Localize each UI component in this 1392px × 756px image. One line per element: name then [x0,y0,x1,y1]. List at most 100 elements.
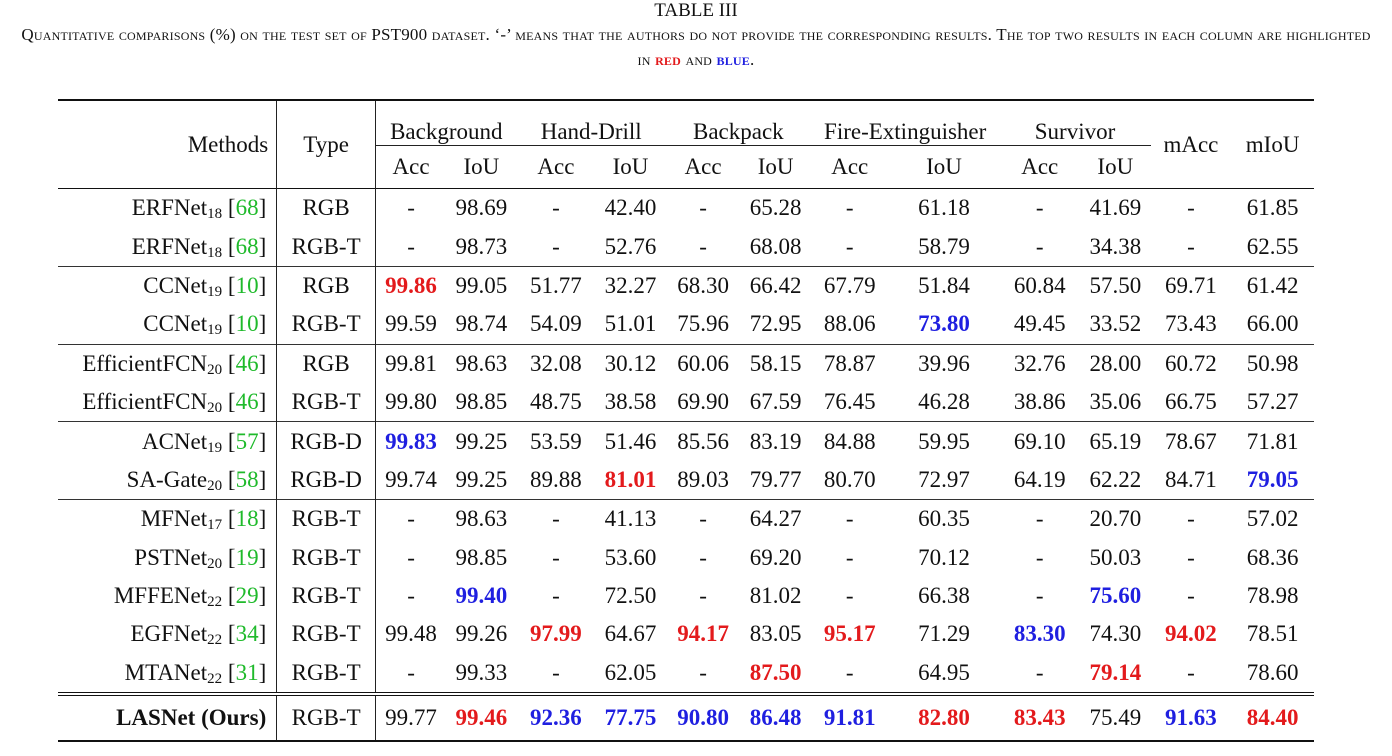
value-cell: 67.59 [749,389,802,415]
value-cell: - [845,233,854,259]
value-cell: 50.98 [1246,350,1299,376]
value-cell: 57.50 [1089,272,1142,298]
value-cell: - [552,659,560,685]
value-cell: 85.56 [677,428,729,454]
method-cell: ERFNet18 [68] [58,227,278,267]
citation-link[interactable]: [68] [227,233,267,259]
table-row: ERFNet18 [68] RGB-T -98.73-52.76-68.08-58.… [58,227,1314,267]
value-cell: - [407,659,415,685]
citation-number[interactable]: 10 [235,272,259,298]
citation-number[interactable]: 10 [235,311,259,337]
type-cell: RGB-T [276,382,377,422]
value-cell: 62.55 [1246,233,1299,259]
type-cell: RGB-T [276,305,377,345]
value-cell: 68.30 [677,272,729,298]
type-cell: RGB-T [276,227,377,267]
citation-link[interactable]: [10] [227,311,267,337]
value-cell: 53.59 [530,428,582,454]
value-cell: 51.77 [530,272,582,298]
citation-link[interactable]: [57] [227,428,267,454]
value-cell: 69.71 [1165,272,1217,298]
citation-number[interactable]: 46 [235,389,259,415]
citation-link[interactable]: [34] [227,621,267,647]
value-cell: - [552,233,560,259]
value-cell: 99.77 [375,692,447,743]
citation-link[interactable]: [31] [227,659,267,685]
citation-number[interactable]: 31 [235,659,259,685]
value-cell: 38.58 [604,389,657,415]
citation-number[interactable]: 18 [235,506,259,532]
method-year: 19 [207,322,223,339]
value-cell: 99.26 [455,621,508,647]
citation-number[interactable]: 57 [235,428,259,454]
type-cell: RGB-D [276,421,377,461]
value-cell: - [845,583,854,609]
citation-number[interactable]: 46 [235,350,259,376]
value-cell: 32.08 [530,350,582,376]
value-cell: 89.03 [677,466,729,492]
value-cell: 99.81 [385,350,437,376]
value-cell: 91.63 [1150,692,1232,743]
type-cell: RGB-T [276,692,377,743]
value-cell: - [1035,506,1044,532]
citation-link[interactable]: [18] [227,506,267,532]
table-row: ACNet19 [57] RGB-D 99.83 99.25 53.59 51.46 85.… [58,421,1314,461]
method-cell: EfficientFCN20 [46] [58,382,278,422]
citation-link[interactable]: [19] [227,544,267,570]
citation-number[interactable]: 19 [235,544,259,570]
value-cell: - [1187,659,1195,685]
value-cell: 86.48 [740,692,811,743]
value-cell: - [552,195,560,221]
value-cell: 35.06 [1089,389,1142,415]
citation-link[interactable]: [29] [227,583,267,609]
value-cell: - [1187,233,1195,259]
value-cell: 83.43 [999,692,1081,743]
method-cell: SA-Gate20 [58] [58,460,278,500]
value-cell: 48.75 [530,389,582,415]
table-body: ERFNet18 [68] RGB -98.69-42.40-65.28-61.18… [58,188,1314,743]
table-row: EfficientFCN20 [46] RGB 99.81 98.63 32.08 30.… [58,344,1314,383]
value-cell: 52.76 [604,233,657,259]
citation-number[interactable]: 68 [235,233,259,259]
value-cell: 60.84 [1013,272,1066,298]
type-cell: RGB-T [276,538,377,577]
value-cell: 88.06 [823,311,876,337]
citation-link[interactable]: [46] [227,389,267,415]
value-cell: - [699,195,707,221]
value-cell: 70.12 [918,544,970,570]
table-row: EGFNet22 [34] RGB-T 99.48 99.26 97.99 64.67 94… [58,615,1314,654]
caption-blue-word: blue [716,50,750,69]
citation-link[interactable]: [68] [227,195,267,221]
value-cell: 64.67 [604,621,657,647]
citation-number[interactable]: 68 [235,195,259,221]
method-year: 22 [207,670,223,687]
method-year: 22 [207,594,223,611]
value-cell: 57.27 [1246,389,1299,415]
table-row: MFFENet22 [29] RGB-T -99.40-72.50-81.02-66… [58,576,1314,616]
value-cell: 65.19 [1089,428,1142,454]
citation-link[interactable]: [10] [227,272,267,298]
method-name: ERFNet [131,195,208,221]
citation-link[interactable]: [46] [227,350,267,376]
header-macc: mAcc [1163,131,1219,157]
method-year: 22 [207,632,223,649]
method-name: EGFNet [130,621,208,647]
value-cell: 51.84 [918,272,970,298]
header-iou: IoU [926,154,962,179]
method-name: EfficientFCN [82,389,208,415]
value-cell: 91.81 [810,692,889,743]
caption-end: . [749,50,755,69]
citation-number[interactable]: 34 [235,621,259,647]
citation-number[interactable]: 58 [235,466,259,492]
value-cell: 99.25 [455,428,508,454]
header-miou: mIoU [1245,131,1300,157]
value-cell: - [1035,659,1044,685]
citation-link[interactable]: [58] [227,466,267,492]
type-cell: RGB [276,188,377,228]
header-acc: Acc [537,154,575,179]
value-cell: 98.63 [455,350,508,376]
value-cell: 92.36 [516,692,596,743]
header-acc: Acc [684,154,722,179]
table-row: PSTNet20 [19] RGB-T -98.85-53.60-69.20-70.… [58,538,1314,577]
citation-number[interactable]: 29 [235,583,259,609]
